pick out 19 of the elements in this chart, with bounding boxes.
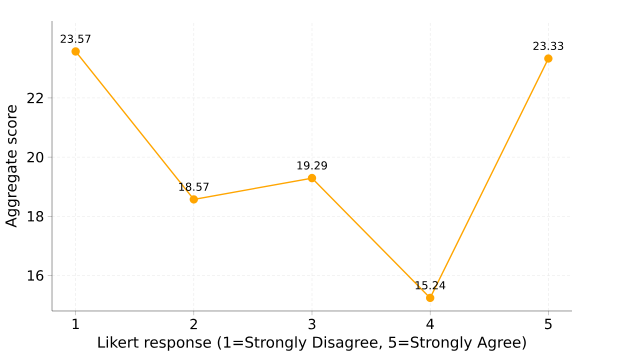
- y-tick-label: 20: [27, 152, 44, 162]
- data-label: 23.33: [533, 42, 564, 50]
- y-tick-label: 16: [28, 270, 44, 281]
- x-tick-label: 5: [544, 318, 552, 330]
- y-tick-label: 22: [27, 92, 43, 104]
- x-tick-label: 3: [308, 318, 316, 330]
- x-tick-label: 4: [426, 318, 434, 329]
- point: [71, 47, 80, 56]
- data-label: 19.29: [297, 161, 327, 170]
- point: [544, 54, 553, 63]
- point: [426, 294, 434, 302]
- x-axis-title: Likert response (1=Strongly Disagree, 5=Strongly Agree): [98, 336, 526, 351]
- point: [190, 195, 198, 204]
- y-tick-label: 18: [28, 210, 44, 222]
- x-tick-label: 1: [72, 318, 79, 329]
- y-axis-title: Aggregate score: [5, 105, 20, 228]
- x-tick-label: 2: [190, 318, 197, 330]
- point: [308, 174, 316, 182]
- data-label: 23.57: [60, 34, 90, 43]
